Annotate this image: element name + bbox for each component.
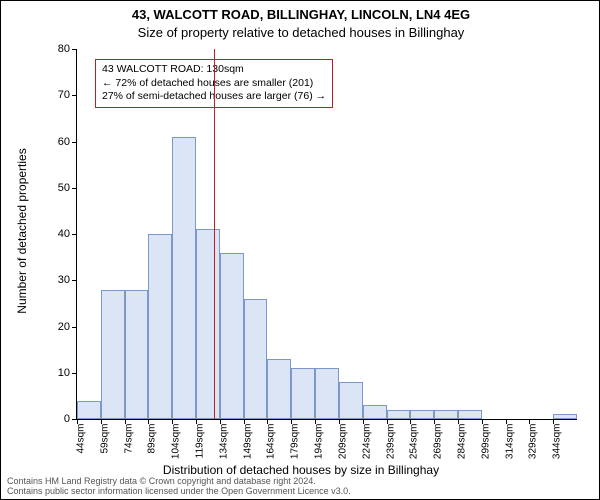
xtick-label: 44sqm: [76, 424, 87, 454]
histogram-bar: [339, 382, 363, 419]
histogram-bar: [458, 410, 482, 419]
histogram-bar: [148, 234, 172, 419]
y-axis-label: Number of detached properties: [15, 148, 29, 313]
xtick-label: 254sqm: [409, 424, 420, 460]
xtick-label: 149sqm: [242, 424, 253, 460]
ytick-label: 0: [42, 413, 70, 425]
xtick-label: 134sqm: [218, 424, 229, 460]
histogram-bar: [363, 405, 387, 419]
ytick-line: [72, 234, 77, 235]
xtick-label: 269sqm: [433, 424, 444, 460]
histogram-bar: [77, 401, 101, 420]
histogram-bar: [101, 290, 125, 420]
xtick-label: 329sqm: [528, 424, 539, 460]
marker-line: [214, 49, 215, 419]
xtick-label: 299sqm: [480, 424, 491, 460]
histogram-bar: [553, 414, 577, 419]
ytick-label: 60: [42, 136, 70, 148]
ytick-line: [72, 142, 77, 143]
ytick-label: 80: [42, 43, 70, 55]
ytick-label: 40: [42, 228, 70, 240]
histogram-bar: [244, 299, 268, 419]
histogram-bar: [220, 253, 244, 420]
xtick-label: 209sqm: [337, 424, 348, 460]
xtick-label: 119sqm: [195, 424, 206, 459]
ytick-line: [72, 188, 77, 189]
xtick-label: 194sqm: [314, 424, 325, 460]
footer: Contains HM Land Registry data © Crown c…: [7, 477, 351, 497]
ytick-label: 50: [42, 182, 70, 194]
xtick-label: 179sqm: [290, 424, 301, 460]
histogram-bar: [267, 359, 291, 419]
xtick-label: 89sqm: [147, 424, 158, 454]
ytick-label: 30: [42, 274, 70, 286]
xtick-label: 344sqm: [552, 424, 563, 460]
ytick-line: [72, 373, 77, 374]
ytick-line: [72, 95, 77, 96]
histogram-bar: [387, 410, 411, 419]
xtick-label: 224sqm: [361, 424, 372, 460]
histogram-bar: [434, 410, 458, 419]
histogram-bar: [125, 290, 149, 420]
histogram-bar: [291, 368, 315, 419]
ytick-line: [72, 280, 77, 281]
x-axis-label: Distribution of detached houses by size …: [1, 463, 600, 477]
xtick-label: 104sqm: [171, 424, 182, 460]
ytick-label: 10: [42, 367, 70, 379]
chart-container: 43, WALCOTT ROAD, BILLINGHAY, LINCOLN, L…: [0, 0, 600, 500]
xtick-label: 284sqm: [456, 424, 467, 460]
xtick-label: 314sqm: [504, 424, 515, 460]
xtick-label: 74sqm: [123, 424, 134, 454]
histogram-bar: [172, 137, 196, 419]
ytick-label: 70: [42, 89, 70, 101]
xtick-label: 239sqm: [385, 424, 396, 460]
histogram-bar: [410, 410, 434, 419]
footer-line2: Contains public sector information licen…: [7, 487, 351, 497]
histogram-bar: [196, 229, 220, 419]
ytick-line: [72, 327, 77, 328]
chart-title-line1: 43, WALCOTT ROAD, BILLINGHAY, LINCOLN, L…: [1, 7, 600, 22]
plot-area: 43 WALCOTT ROAD: 130sqm ← 72% of detache…: [76, 49, 577, 420]
ytick-label: 20: [42, 321, 70, 333]
ytick-line: [72, 49, 77, 50]
histogram-bar: [315, 368, 339, 419]
xtick-label: 164sqm: [266, 424, 277, 460]
xtick-label: 59sqm: [99, 424, 110, 454]
chart-title-line2: Size of property relative to detached ho…: [1, 25, 600, 40]
